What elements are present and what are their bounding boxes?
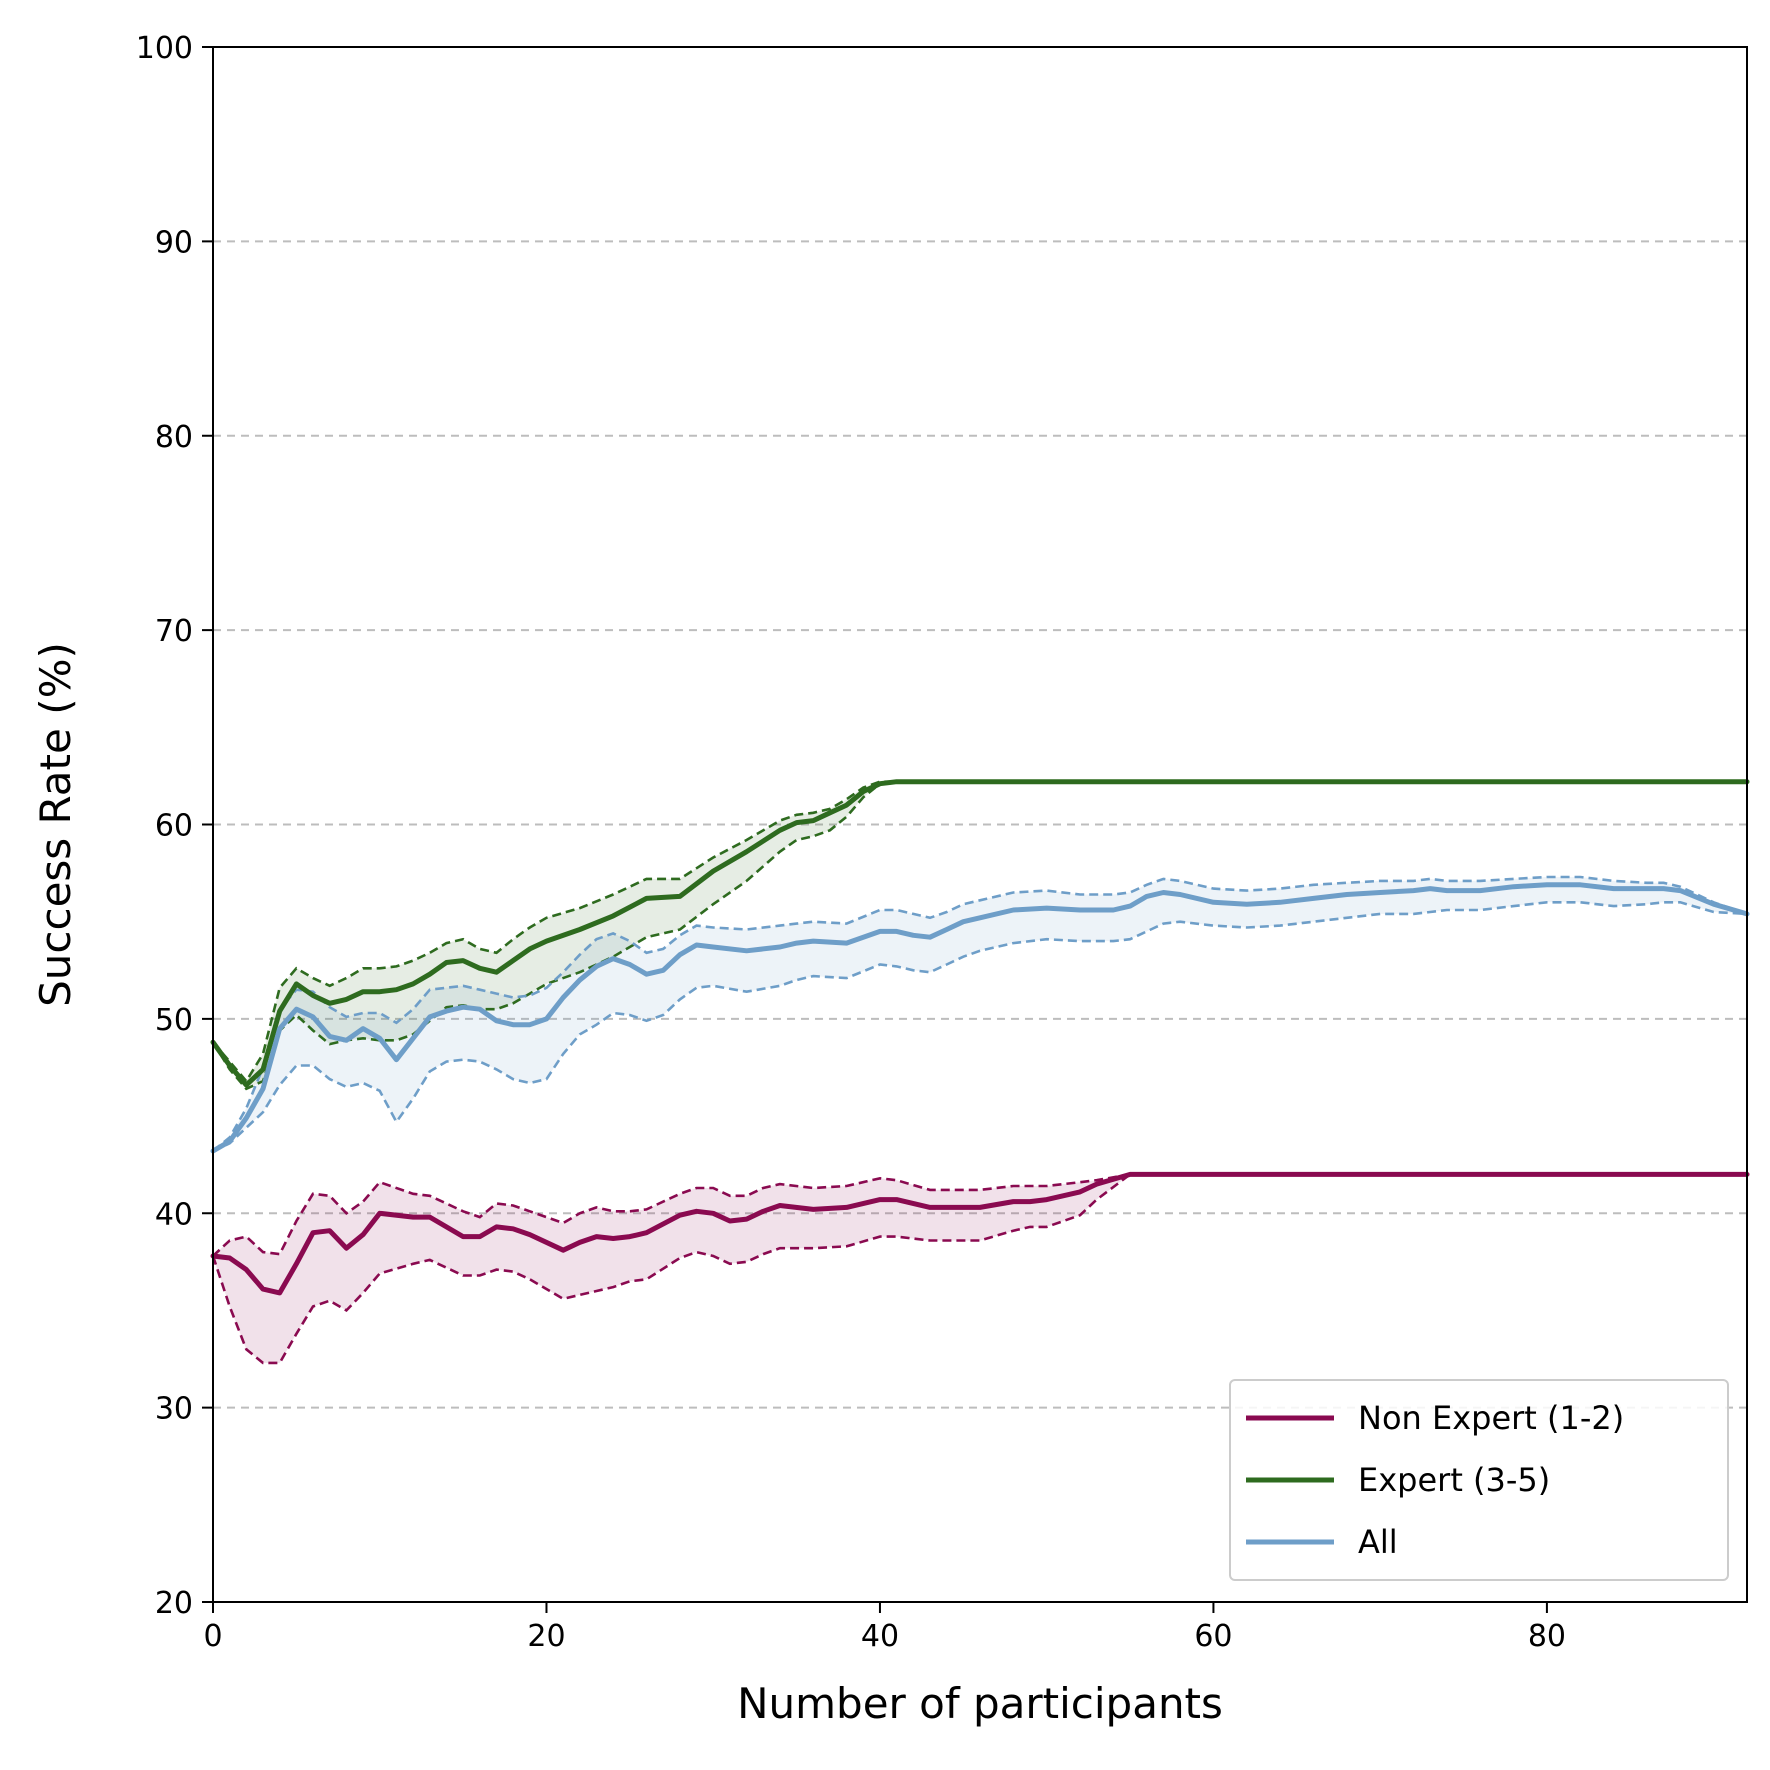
y-tick-label-100: 100: [136, 31, 193, 66]
line-non-expert-1-2: [210, 1171, 1750, 1296]
series-lines: [210, 779, 1750, 1296]
line-all: [210, 882, 1750, 1154]
upper-bound-expert-3-5: [212, 780, 1747, 1084]
y-axis-label: Success Rate (%): [31, 642, 80, 1007]
upper-bound-all: [212, 875, 1748, 1153]
legend-label-expert-3-5: Expert (3-5): [1358, 1461, 1550, 1499]
lower-bound-all: [212, 900, 1748, 1153]
y-tick-label-40: 40: [155, 1197, 193, 1232]
x-axis-label: Number of participants: [737, 1679, 1223, 1728]
legend-label-all: All: [1358, 1523, 1398, 1561]
y-tick-label-50: 50: [155, 1003, 193, 1038]
x-tick-label-40: 40: [861, 1619, 899, 1654]
y-tick-label-30: 30: [155, 1392, 193, 1427]
y-tick-label-60: 60: [155, 809, 193, 844]
upper-bound-non-expert-1-2: [212, 1173, 1747, 1257]
x-tick-label-0: 0: [203, 1619, 222, 1654]
lower-bound-non-expert-1-2: [211, 1173, 1747, 1365]
line-expert-3-5: [210, 779, 1750, 1088]
x-tick-label-20: 20: [527, 1619, 565, 1654]
x-tick-label-60: 60: [1194, 1619, 1232, 1654]
y-tick-label-80: 80: [155, 420, 193, 455]
legend-box: [1229, 1379, 1729, 1581]
confidence-bounds: [211, 780, 1748, 1365]
band-all: [213, 877, 1747, 1151]
band-non-expert-1-2: [213, 1174, 1747, 1363]
legend: Non Expert (1-2) Expert (3-5) All: [1229, 1379, 1729, 1581]
y-tick-label-70: 70: [155, 614, 193, 649]
y-tick-label-90: 90: [155, 225, 193, 260]
lower-bound-expert-3-5: [211, 780, 1747, 1091]
y-tick-label-20: 20: [155, 1586, 193, 1621]
legend-label-non-expert-1-2: Non Expert (1-2): [1358, 1399, 1624, 1437]
axis-ticks: 20 30 40 50 60 70 80 90 100 0 20 40 60 80: [136, 31, 1566, 1654]
x-tick-label-80: 80: [1528, 1619, 1566, 1654]
